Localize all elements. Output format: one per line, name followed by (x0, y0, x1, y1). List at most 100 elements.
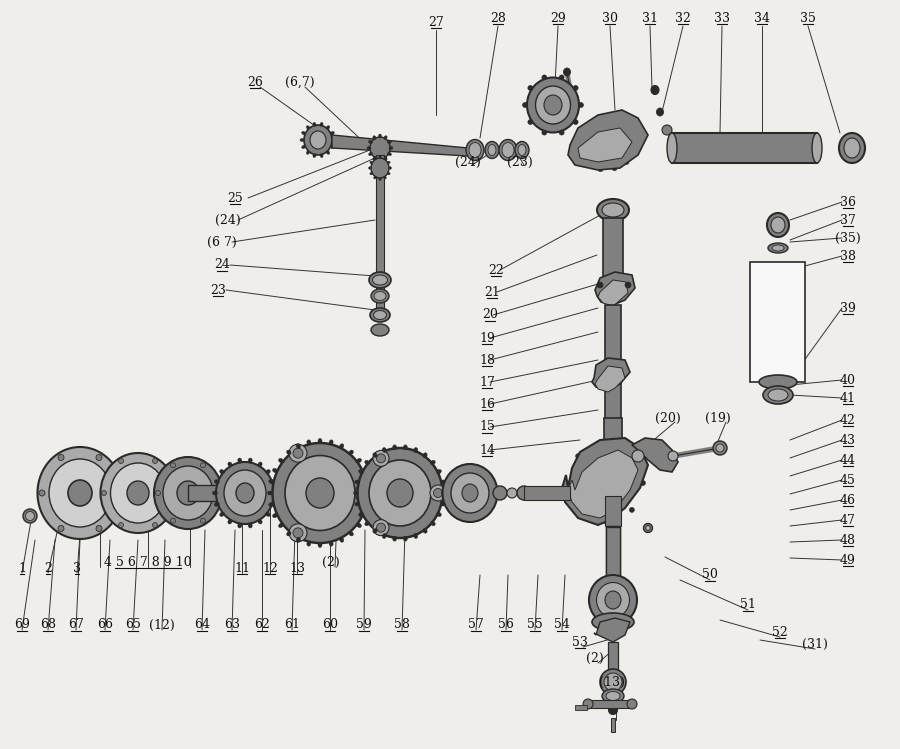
Ellipse shape (602, 203, 624, 217)
Ellipse shape (768, 243, 788, 253)
Ellipse shape (597, 282, 603, 288)
Bar (590, 700, 630, 708)
Ellipse shape (373, 529, 377, 533)
Ellipse shape (339, 538, 344, 542)
Ellipse shape (366, 503, 371, 506)
Ellipse shape (488, 145, 496, 156)
Text: 63: 63 (224, 619, 240, 631)
Ellipse shape (23, 509, 37, 523)
Ellipse shape (572, 143, 578, 147)
Ellipse shape (25, 512, 34, 521)
Ellipse shape (101, 453, 176, 533)
Text: 44: 44 (840, 453, 856, 467)
Text: 40: 40 (840, 374, 856, 386)
Ellipse shape (844, 138, 860, 158)
Ellipse shape (214, 479, 220, 484)
Ellipse shape (374, 176, 376, 179)
Text: 49: 49 (840, 554, 856, 566)
Ellipse shape (310, 131, 326, 149)
Ellipse shape (318, 438, 322, 443)
Ellipse shape (576, 132, 580, 136)
Ellipse shape (306, 126, 310, 130)
Ellipse shape (119, 458, 123, 464)
Ellipse shape (624, 126, 629, 130)
Ellipse shape (518, 145, 526, 156)
Ellipse shape (585, 163, 590, 167)
Ellipse shape (371, 324, 389, 336)
Ellipse shape (523, 103, 527, 108)
Text: 39: 39 (840, 302, 856, 315)
Ellipse shape (169, 491, 175, 496)
Ellipse shape (220, 512, 224, 516)
Ellipse shape (201, 518, 205, 524)
Text: 42: 42 (840, 413, 856, 426)
Ellipse shape (371, 289, 389, 303)
Polygon shape (594, 618, 630, 642)
Ellipse shape (608, 706, 617, 715)
Ellipse shape (329, 440, 333, 445)
Text: 56: 56 (498, 619, 514, 631)
Ellipse shape (320, 154, 323, 157)
Ellipse shape (327, 126, 329, 130)
Text: 14: 14 (479, 443, 495, 456)
Ellipse shape (434, 488, 443, 497)
Ellipse shape (286, 531, 291, 536)
Ellipse shape (273, 468, 277, 473)
Text: 62: 62 (254, 619, 270, 631)
Ellipse shape (651, 85, 659, 94)
Text: (6 7): (6 7) (207, 235, 237, 249)
Ellipse shape (442, 491, 446, 495)
Ellipse shape (300, 139, 304, 142)
Ellipse shape (662, 125, 672, 135)
Ellipse shape (102, 491, 106, 496)
Ellipse shape (367, 147, 371, 150)
Ellipse shape (376, 523, 385, 532)
Ellipse shape (201, 463, 205, 468)
Ellipse shape (307, 440, 310, 445)
Text: 24: 24 (214, 258, 230, 271)
Ellipse shape (667, 133, 677, 163)
Text: 41: 41 (840, 392, 856, 404)
Text: (24): (24) (215, 213, 241, 226)
Ellipse shape (302, 145, 305, 148)
Ellipse shape (248, 458, 252, 463)
Ellipse shape (507, 488, 517, 498)
Ellipse shape (318, 542, 322, 548)
Ellipse shape (515, 142, 529, 159)
Text: 43: 43 (840, 434, 856, 446)
Polygon shape (568, 110, 648, 170)
Ellipse shape (605, 591, 621, 609)
Ellipse shape (576, 454, 580, 458)
Ellipse shape (771, 217, 785, 233)
Ellipse shape (423, 529, 428, 533)
Text: 50: 50 (702, 568, 718, 581)
Ellipse shape (713, 441, 727, 455)
Ellipse shape (759, 375, 797, 389)
Ellipse shape (403, 536, 408, 542)
Polygon shape (592, 358, 630, 390)
Ellipse shape (111, 463, 166, 523)
Bar (611, 718, 615, 732)
Ellipse shape (376, 454, 385, 463)
Text: 18: 18 (479, 354, 495, 366)
Ellipse shape (436, 470, 441, 473)
Ellipse shape (289, 444, 307, 462)
Ellipse shape (58, 526, 64, 532)
Ellipse shape (767, 213, 789, 237)
Text: 3: 3 (73, 562, 81, 574)
Ellipse shape (127, 481, 149, 505)
Ellipse shape (373, 136, 376, 139)
Ellipse shape (579, 103, 583, 108)
Ellipse shape (273, 443, 367, 543)
Ellipse shape (839, 133, 865, 163)
Ellipse shape (370, 172, 373, 175)
Ellipse shape (279, 458, 284, 463)
Text: 34: 34 (754, 11, 770, 25)
Ellipse shape (364, 521, 369, 526)
Ellipse shape (544, 95, 562, 115)
Text: 37: 37 (840, 213, 856, 226)
Ellipse shape (152, 523, 158, 527)
Ellipse shape (369, 460, 431, 526)
Ellipse shape (216, 462, 274, 524)
Text: 60: 60 (322, 619, 338, 631)
